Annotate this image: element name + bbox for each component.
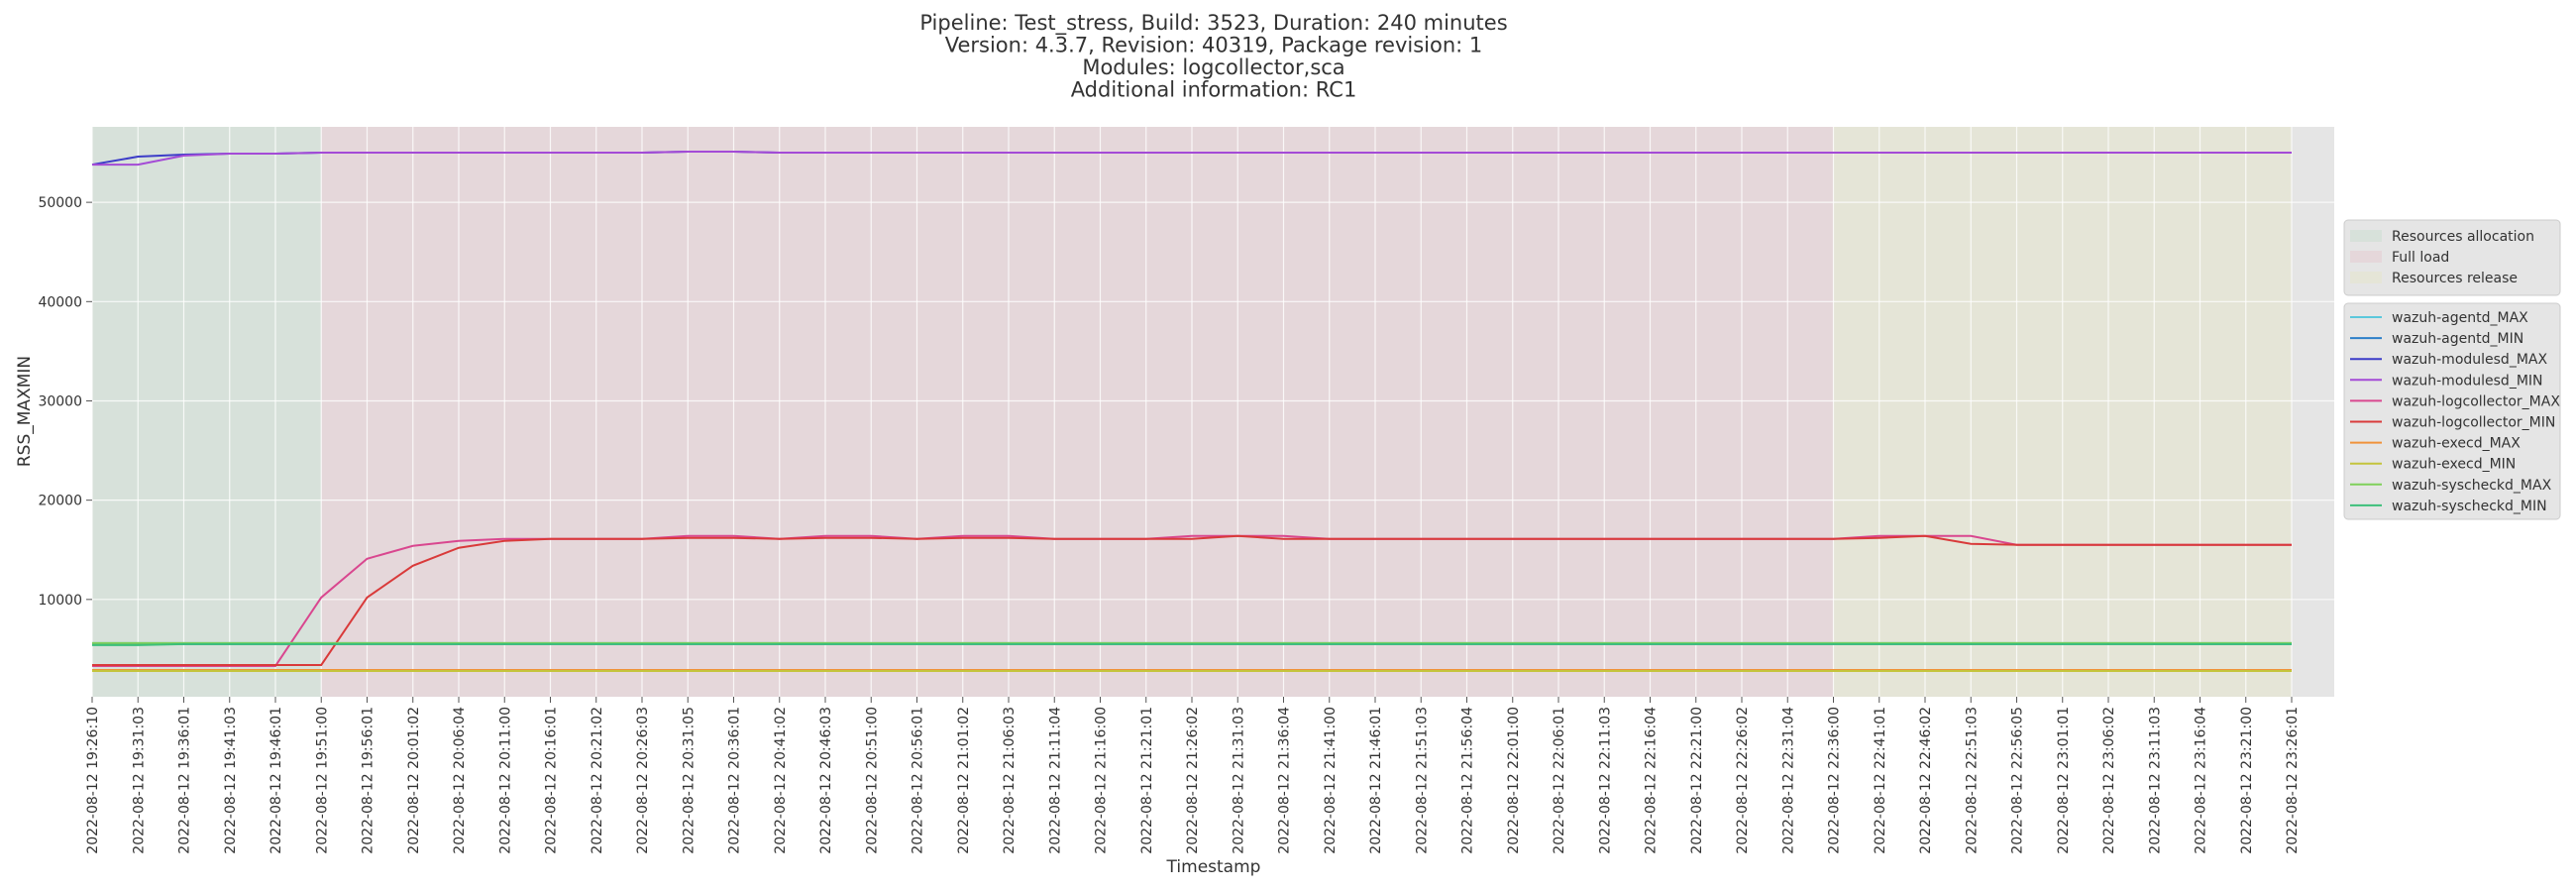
x-tick-label: 2022-08-12 23:01:01: [2056, 707, 2072, 854]
x-tick-label: 2022-08-12 23:26:01: [2285, 707, 2301, 854]
series-line: [92, 151, 2292, 167]
legend-box: [2343, 219, 2561, 296]
x-tick-label: 2022-08-12 22:41:01: [1873, 707, 1888, 854]
y-tick-label: 40000: [38, 294, 82, 310]
series-line: [92, 534, 2292, 666]
chart-title: Additional information: RC1: [1071, 78, 1357, 102]
legend-label: wazuh-modulesd_MAX: [2392, 352, 2547, 368]
x-tick-label: 2022-08-12 20:21:02: [590, 707, 605, 854]
x-tick-label: 2022-08-12 20:11:00: [497, 707, 513, 854]
x-tick-label: 2022-08-12 20:36:01: [727, 707, 743, 854]
x-tick-label: 2022-08-12 21:46:01: [1368, 707, 1384, 854]
x-tick-label: 2022-08-12 23:06:02: [2101, 707, 2117, 854]
x-tick-label: 2022-08-12 19:41:03: [223, 707, 239, 854]
x-tick-label: 2022-08-12 21:51:03: [1414, 707, 1430, 854]
legend-label: wazuh-execd_MIN: [2392, 457, 2516, 473]
x-tick-label: 2022-08-12 20:06:04: [452, 707, 468, 854]
x-tick-label: 2022-08-12 21:01:02: [956, 707, 972, 854]
x-tick-label: 2022-08-12 23:11:03: [2147, 707, 2163, 854]
legend-label: wazuh-execd_MAX: [2392, 436, 2521, 452]
x-tick-label: 2022-08-12 21:56:04: [1460, 707, 1476, 854]
chart-title: Pipeline: Test_stress, Build: 3523, Dura…: [919, 11, 1507, 36]
x-tick-label: 2022-08-12 22:01:00: [1506, 707, 1522, 854]
x-tick-label: 2022-08-12 19:31:03: [131, 707, 147, 854]
legend-swatch: [2350, 230, 2382, 242]
x-tick-label: 2022-08-12 22:31:04: [1780, 707, 1796, 854]
x-tick-label: 2022-08-12 20:31:05: [681, 707, 697, 854]
x-tick-label: 2022-08-12 21:41:00: [1323, 707, 1339, 854]
series-line: [92, 642, 2292, 646]
x-tick-label: 2022-08-12 21:16:00: [1094, 707, 1110, 854]
legend-label: wazuh-syscheckd_MAX: [2392, 478, 2552, 494]
x-tick-label: 2022-08-12 22:16:04: [1644, 707, 1660, 854]
chart-title: Version: 4.3.7, Revision: 40319, Package…: [945, 34, 1483, 57]
y-tick-label: 50000: [38, 195, 82, 211]
legend-label: wazuh-agentd_MIN: [2392, 331, 2523, 347]
x-tick-label: 2022-08-12 22:06:01: [1552, 707, 1567, 854]
x-tick-label: 2022-08-12 21:36:04: [1277, 707, 1293, 854]
x-tick-label: 2022-08-12 19:56:01: [361, 707, 376, 854]
x-tick-label: 2022-08-12 23:21:00: [2239, 707, 2255, 854]
legend-label: wazuh-syscheckd_MIN: [2392, 499, 2547, 514]
x-tick-label: 2022-08-12 21:06:03: [1002, 707, 1018, 854]
legend-swatch: [2350, 251, 2382, 263]
y-tick-label: 30000: [38, 393, 82, 409]
legend-label: wazuh-agentd_MAX: [2392, 310, 2528, 326]
x-tick-label: 2022-08-12 21:11:04: [1047, 707, 1063, 854]
x-tick-label: 2022-08-12 19:51:00: [314, 707, 330, 854]
x-tick-label: 2022-08-12 19:26:10: [85, 707, 101, 854]
chart-title: Modules: logcollector,sca: [1082, 56, 1344, 79]
x-axis-label: Timestamp: [1166, 857, 1261, 877]
x-tick-label: 2022-08-12 21:21:01: [1139, 707, 1155, 854]
phase-band: [321, 127, 1834, 697]
x-tick-label: 2022-08-12 20:41:02: [773, 707, 789, 854]
x-tick-label: 2022-08-12 20:26:03: [635, 707, 651, 854]
y-tick-label: 20000: [38, 494, 82, 509]
x-tick-label: 2022-08-12 22:21:00: [1689, 707, 1705, 854]
x-tick-label: 2022-08-12 23:16:04: [2194, 707, 2209, 854]
x-tick-label: 2022-08-12 22:11:03: [1597, 707, 1613, 854]
x-tick-label: 2022-08-12 21:31:03: [1231, 707, 1246, 854]
legend-box: [2343, 302, 2561, 520]
x-tick-label: 2022-08-12 20:46:03: [818, 707, 834, 854]
x-tick-label: 2022-08-12 20:51:00: [864, 707, 880, 854]
legend-label: Resources release: [2392, 271, 2518, 286]
x-tick-label: 2022-08-12 22:46:02: [1918, 707, 1934, 854]
x-tick-label: 2022-08-12 19:46:01: [268, 707, 284, 854]
x-tick-label: 2022-08-12 21:26:02: [1185, 707, 1201, 854]
x-tick-label: 2022-08-12 22:56:05: [2010, 707, 2026, 854]
x-tick-label: 2022-08-12 20:16:01: [544, 707, 560, 854]
legend-label: Full load: [2392, 250, 2449, 266]
legend-label: wazuh-logcollector_MIN: [2392, 415, 2555, 431]
x-tick-label: 2022-08-12 22:26:02: [1735, 707, 1751, 854]
legend-label: Resources allocation: [2392, 229, 2534, 245]
legend-label: wazuh-logcollector_MAX: [2392, 393, 2560, 409]
x-tick-label: 2022-08-12 22:51:03: [1964, 707, 1980, 854]
y-tick-label: 10000: [38, 593, 82, 609]
x-tick-label: 2022-08-12 20:56:01: [911, 707, 926, 854]
x-tick-label: 2022-08-12 22:36:00: [1827, 707, 1843, 854]
y-axis-label: RSS_MAXMIN: [15, 356, 35, 467]
x-tick-label: 2022-08-12 20:01:02: [406, 707, 422, 854]
phase-band: [92, 127, 322, 697]
legend-swatch: [2350, 272, 2382, 283]
legend-label: wazuh-modulesd_MIN: [2392, 373, 2543, 389]
x-tick-label: 2022-08-12 19:36:01: [177, 707, 193, 854]
